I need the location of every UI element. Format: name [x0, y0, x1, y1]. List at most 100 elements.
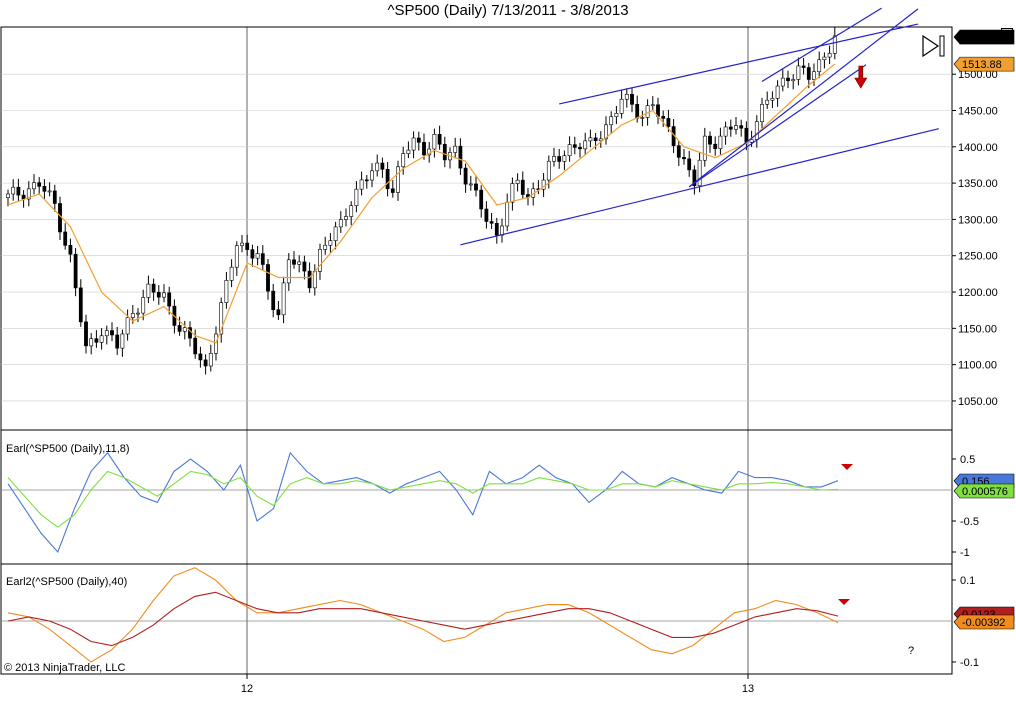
candle-body	[42, 186, 47, 192]
candle-body	[141, 297, 146, 314]
candle-body	[47, 190, 52, 193]
y-tick-label: 1400.00	[958, 142, 998, 154]
candle-body	[344, 216, 348, 220]
chart-title: ^SP500 (Daily) 7/13/2011 - 3/8/2013	[387, 2, 629, 19]
sma-line	[7, 63, 836, 344]
candle-body	[146, 283, 151, 298]
candle-body	[162, 292, 166, 298]
candle-body	[364, 179, 369, 182]
x-tick-label: 12	[241, 683, 253, 695]
candle-body	[297, 261, 302, 265]
y-tick-label: -0.5	[960, 516, 979, 528]
earl-slow-value-label: 0.000576	[962, 486, 1008, 498]
question-mark: ?	[908, 645, 914, 657]
candle-body	[307, 270, 312, 289]
candle-body	[151, 283, 156, 293]
candle-body	[541, 179, 546, 190]
candle-body	[115, 334, 120, 349]
trend-line	[460, 128, 939, 246]
candle-body	[338, 219, 343, 228]
candle-body	[708, 135, 712, 145]
last-price-label: 1551.18	[962, 32, 1002, 44]
candle-body	[84, 321, 88, 347]
candle-body	[224, 280, 229, 303]
candle-body	[474, 183, 478, 191]
candle-body	[26, 188, 31, 200]
panel-title: Earl2(^SP500 (Daily),40)	[6, 576, 127, 588]
y-tick-label: 1350.00	[958, 178, 998, 190]
candle-body	[442, 143, 447, 161]
candle-body	[682, 157, 686, 160]
y-tick-label: -1	[960, 547, 970, 559]
candle-body	[250, 249, 255, 259]
candle-body	[500, 225, 504, 236]
candle-body	[661, 116, 666, 119]
earl-fast-line	[7, 451, 839, 554]
candle-body	[318, 249, 322, 272]
candle-body	[832, 35, 837, 54]
candle-body	[567, 144, 572, 157]
candle-body	[68, 245, 73, 255]
candle-body	[718, 135, 723, 150]
y-tick-label: 1150.00	[958, 323, 997, 335]
candle-body	[494, 223, 499, 236]
candle-body	[292, 259, 296, 265]
candle-body	[578, 147, 582, 150]
x-tick-label: 13	[742, 683, 754, 695]
candle-body	[266, 264, 270, 292]
candle-body	[349, 205, 354, 217]
candle-body	[245, 242, 250, 250]
candle-body	[104, 330, 109, 337]
candle-body	[406, 149, 411, 154]
candle-body	[32, 182, 36, 190]
candle-body	[546, 160, 551, 181]
candle-body	[489, 221, 494, 224]
candle-body	[432, 134, 437, 150]
candle-body	[775, 85, 780, 99]
sma-value-label-bg	[953, 56, 1015, 72]
candle-body	[593, 137, 598, 142]
y-tick-label: 1450.00	[958, 106, 998, 118]
candle-body	[375, 162, 380, 172]
candle-body	[21, 194, 26, 200]
y-tick-label: 1500.00	[958, 69, 998, 81]
y-tick-label: 0.1	[960, 575, 975, 587]
y-tick-label: 1250.00	[958, 251, 998, 263]
candle-body	[609, 116, 614, 126]
candle-body	[801, 65, 806, 68]
candle-body	[583, 140, 588, 150]
candle-body	[515, 179, 520, 184]
candle-body	[156, 291, 161, 298]
candle-body	[812, 71, 816, 80]
earl2-fast-value-label: -0.00392	[962, 617, 1005, 629]
candle-body	[458, 145, 463, 169]
candle-body	[37, 182, 42, 187]
candle-body	[370, 170, 374, 181]
last-price-label-bg	[953, 29, 1015, 45]
down-triangle-icon	[838, 599, 850, 605]
candle-body	[286, 259, 291, 284]
candle-body	[260, 253, 265, 265]
candle-body	[624, 93, 629, 100]
candle-body	[666, 118, 671, 127]
candle-body	[588, 137, 593, 142]
candle-body	[328, 240, 333, 246]
candle-body	[723, 126, 728, 137]
candle-body	[276, 309, 281, 316]
earl2-fast-line	[7, 567, 839, 663]
candle-body	[479, 189, 484, 210]
candle-body	[463, 167, 468, 185]
candle-body	[422, 142, 426, 156]
candle-body	[182, 327, 187, 332]
candle-body	[645, 105, 650, 118]
earl2-fast-value-label-bg	[953, 614, 1015, 630]
candle-body	[786, 77, 790, 82]
y-tick-label: -0.1	[960, 657, 979, 669]
candle-body	[453, 145, 458, 153]
candle-body	[692, 169, 697, 187]
candle-body	[770, 98, 775, 101]
candle-body	[208, 352, 213, 367]
sma-value-label: 1513.88	[962, 59, 1002, 71]
candle-body	[390, 188, 395, 193]
candle-body	[806, 67, 811, 80]
